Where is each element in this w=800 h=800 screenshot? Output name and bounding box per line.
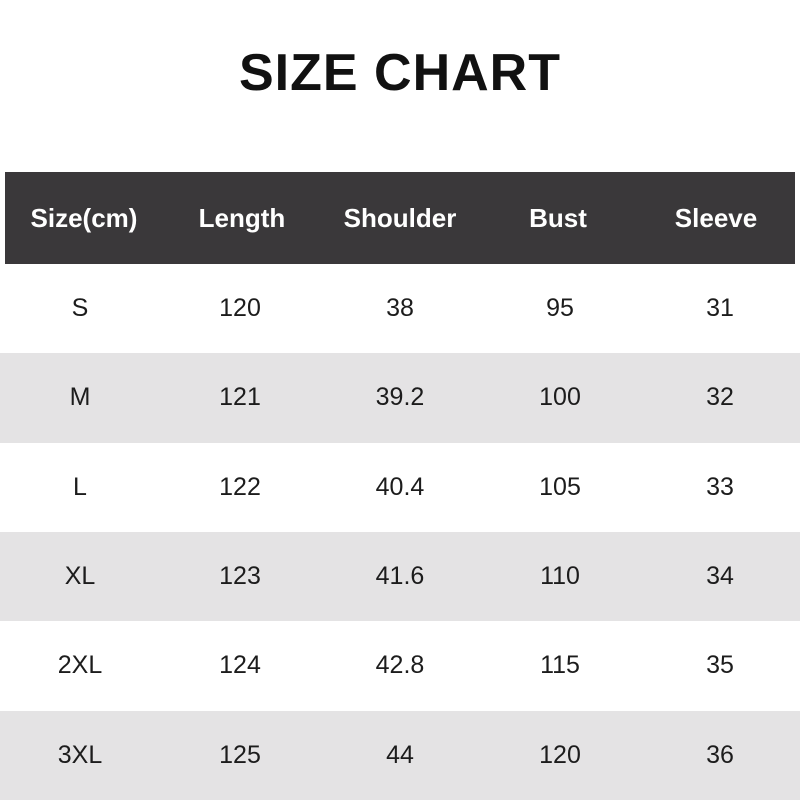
length-cell: 125 <box>219 740 261 769</box>
column-header-shoulder: Shoulder <box>343 202 457 233</box>
length-cell: 121 <box>219 383 261 412</box>
table-header-row: Size(cm) Length Shoulder Bust Sleeve <box>5 172 795 264</box>
page-title: SIZE CHART <box>239 44 561 102</box>
size-cell: M <box>69 383 91 412</box>
table-row-xl: XL 123 41.6 110 34 <box>0 531 800 622</box>
table-row-2xl: 2XL 124 42.8 115 35 <box>0 621 800 711</box>
bust-cell: 105 <box>539 472 581 501</box>
size-cell: XL <box>64 562 96 591</box>
table-row-s: S 120 38 95 31 <box>0 264 800 354</box>
bust-cell: 95 <box>546 294 574 323</box>
column-header-size: Size(cm) <box>30 202 138 233</box>
sleeve-cell: 34 <box>706 562 734 591</box>
size-cell: 2XL <box>57 651 103 680</box>
size-cell: S <box>71 294 89 323</box>
size-cell: L <box>73 472 87 501</box>
shoulder-cell: 41.6 <box>375 562 425 591</box>
shoulder-cell: 42.8 <box>375 651 425 680</box>
table-row-l: L 122 40.4 105 33 <box>0 442 800 532</box>
length-cell: 123 <box>219 562 261 591</box>
table-row-3xl: 3XL 125 44 120 36 <box>0 710 800 800</box>
shoulder-cell: 44 <box>386 740 414 769</box>
length-cell: 124 <box>219 651 261 680</box>
sleeve-cell: 33 <box>706 472 734 501</box>
length-cell: 122 <box>219 472 261 501</box>
size-chart-table: Size(cm) Length Shoulder Bust Sleeve S 1… <box>0 172 800 800</box>
sleeve-cell: 32 <box>706 383 734 412</box>
shoulder-cell: 38 <box>386 294 414 323</box>
bust-cell: 115 <box>540 651 580 680</box>
table-body: S 120 38 95 31 M 121 39.2 100 32 L 122 4… <box>0 264 800 800</box>
bust-cell: 120 <box>539 740 581 769</box>
shoulder-cell: 39.2 <box>375 383 425 412</box>
sleeve-cell: 35 <box>706 651 734 680</box>
column-header-length: Length <box>198 202 286 233</box>
title-area: SIZE CHART <box>0 0 800 172</box>
length-cell: 120 <box>219 294 261 323</box>
table-row-m: M 121 39.2 100 32 <box>0 353 800 443</box>
shoulder-cell: 40.4 <box>375 472 425 501</box>
sleeve-cell: 31 <box>706 294 734 323</box>
size-cell: 3XL <box>57 740 103 769</box>
column-header-bust: Bust <box>529 202 587 233</box>
column-header-sleeve: Sleeve <box>674 202 758 233</box>
sleeve-cell: 36 <box>706 740 734 769</box>
bust-cell: 110 <box>540 562 580 591</box>
bust-cell: 100 <box>539 383 581 412</box>
